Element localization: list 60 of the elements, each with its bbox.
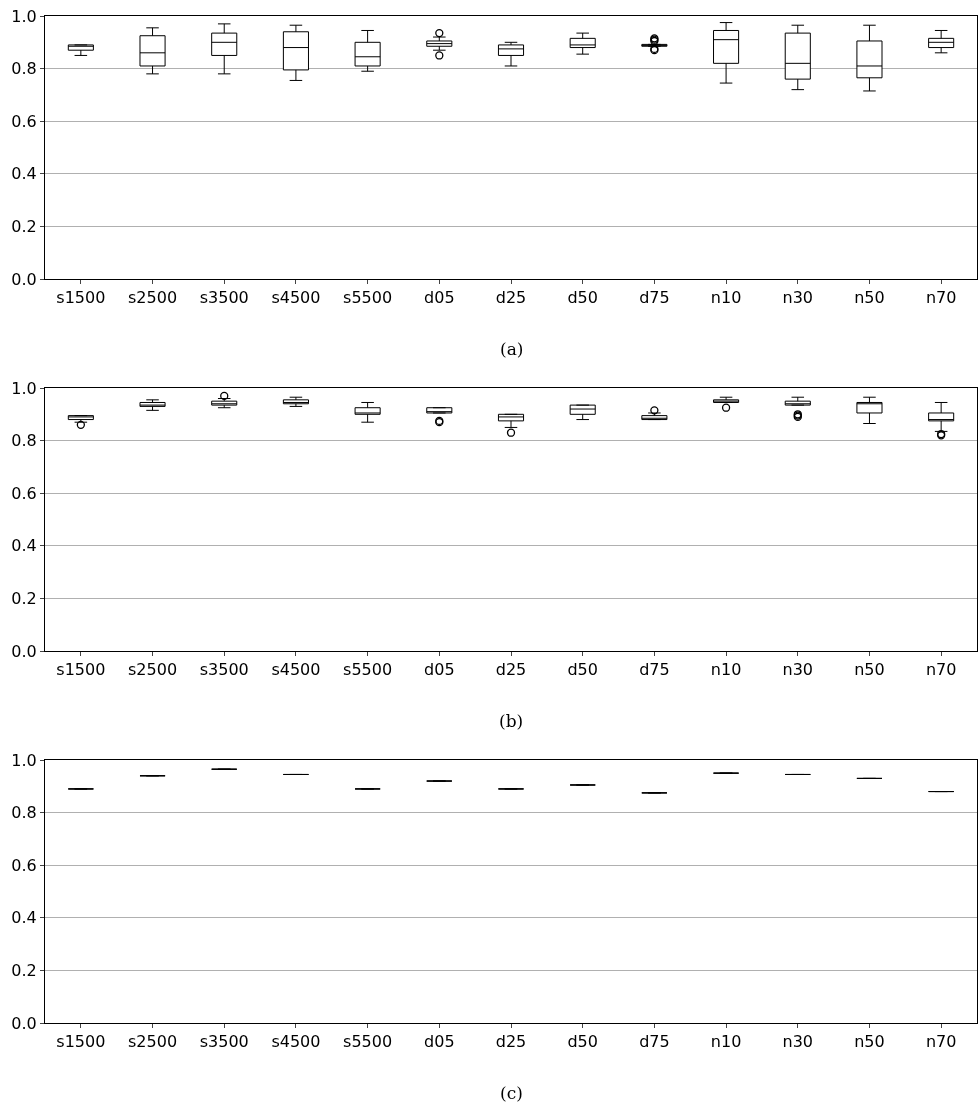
x-tick-label: s5500 bbox=[343, 660, 393, 680]
x-tick-label: s2500 bbox=[128, 1032, 178, 1052]
y-tick-label: 1.0 bbox=[11, 378, 37, 398]
x-tick-label: s2500 bbox=[128, 288, 178, 308]
x-tick-label: s5500 bbox=[343, 1032, 393, 1052]
y-tick-label: 0.4 bbox=[11, 164, 37, 184]
x-tick-label: n50 bbox=[854, 660, 885, 680]
x-tick-label: d75 bbox=[639, 1032, 670, 1052]
x-tick-label: d50 bbox=[567, 1032, 598, 1052]
x-tick-label: d25 bbox=[495, 1032, 527, 1052]
x-tick-label: d25 bbox=[495, 288, 527, 308]
x-tick-label: n30 bbox=[782, 660, 814, 680]
y-tick-label: 0.2 bbox=[11, 217, 37, 236]
x-tick-label: n70 bbox=[925, 288, 957, 308]
x-tick-label: d50 bbox=[567, 660, 598, 680]
y-tick-label: 0.6 bbox=[11, 855, 37, 875]
x-tick-label: s4500 bbox=[271, 288, 321, 308]
x-tick-label: n10 bbox=[710, 660, 742, 680]
x-tick-label: s5500 bbox=[343, 288, 393, 308]
x-tick-label: s2500 bbox=[128, 660, 178, 680]
text: (b) bbox=[499, 711, 524, 731]
x-tick-label: s1500 bbox=[56, 288, 106, 308]
y-tick-label: 0.8 bbox=[11, 59, 37, 79]
y-tick-label: 0.4 bbox=[11, 536, 37, 556]
y-tick-label: 1.0 bbox=[11, 750, 37, 770]
x-tick-label: n10 bbox=[710, 288, 742, 308]
y-tick-label: 0.0 bbox=[11, 641, 37, 661]
text: (a) bbox=[500, 339, 524, 359]
x-tick-label: d05 bbox=[424, 288, 455, 308]
x-tick-label: s4500 bbox=[271, 660, 321, 680]
y-tick-label: 0.6 bbox=[11, 483, 37, 503]
x-tick-label: n30 bbox=[782, 288, 814, 308]
x-tick-label: d05 bbox=[424, 1032, 455, 1052]
y-tick-label: 0.4 bbox=[11, 908, 37, 928]
x-tick-label: d25 bbox=[495, 660, 527, 680]
text: (c) bbox=[500, 1083, 523, 1103]
x-tick-label: s1500 bbox=[56, 1032, 106, 1052]
x-tick-label: d75 bbox=[639, 660, 670, 680]
x-tick-label: d50 bbox=[567, 288, 598, 308]
x-tick-label: s1500 bbox=[56, 660, 106, 680]
x-tick-label: d05 bbox=[424, 660, 455, 680]
x-tick-label: s3500 bbox=[199, 660, 249, 680]
y-tick-label: 0.2 bbox=[11, 589, 37, 608]
y-tick-label: 0.0 bbox=[11, 1013, 37, 1033]
x-tick-label: s4500 bbox=[271, 1032, 321, 1052]
x-tick-label: s3500 bbox=[199, 1032, 249, 1052]
y-tick-label: 1.0 bbox=[11, 6, 37, 26]
x-tick-label: n30 bbox=[782, 1032, 814, 1052]
y-tick-label: 0.6 bbox=[11, 111, 37, 131]
x-tick-label: n70 bbox=[925, 660, 957, 680]
x-tick-label: s3500 bbox=[199, 288, 249, 308]
x-tick-label: n10 bbox=[710, 1032, 742, 1052]
x-tick-label: d75 bbox=[639, 288, 670, 308]
x-tick-label: n70 bbox=[925, 1032, 957, 1052]
y-tick-label: 0.0 bbox=[11, 269, 37, 289]
x-tick-label: n50 bbox=[854, 1032, 885, 1052]
y-tick-label: 0.8 bbox=[11, 803, 37, 823]
y-tick-label: 0.8 bbox=[11, 431, 37, 451]
y-tick-label: 0.2 bbox=[11, 961, 37, 980]
x-tick-label: n50 bbox=[854, 288, 885, 308]
